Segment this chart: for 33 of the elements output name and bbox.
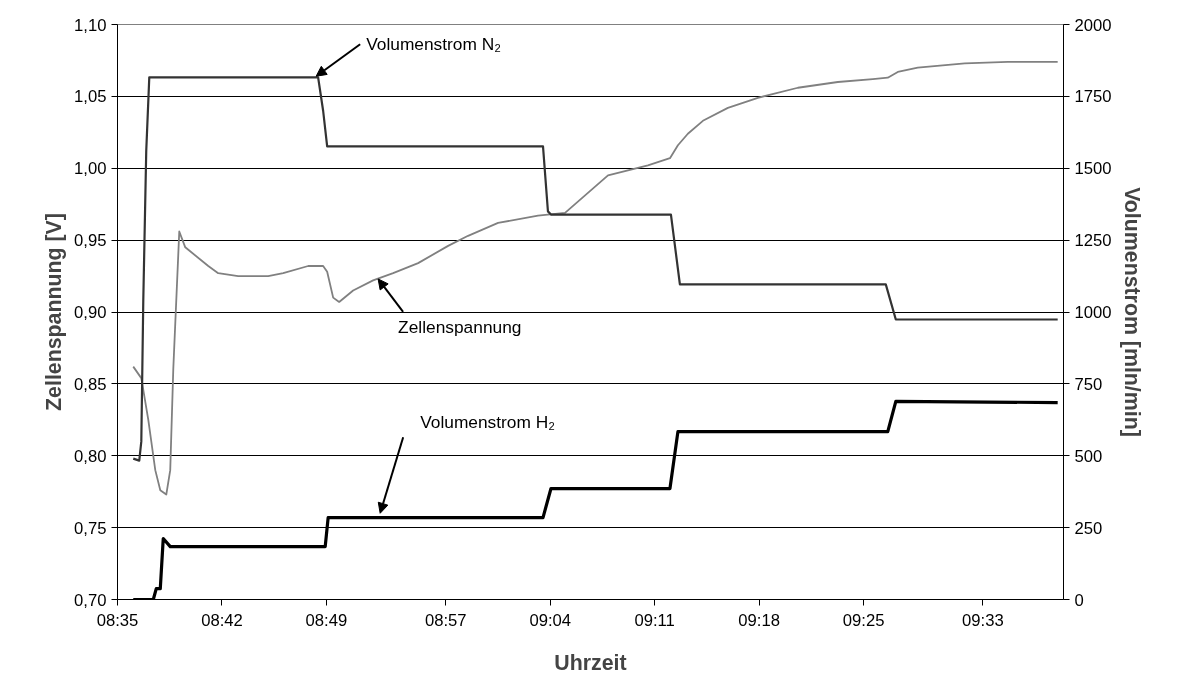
y2-tick-label: 2000 bbox=[1074, 15, 1112, 35]
x-tick-label: 08:42 bbox=[201, 610, 243, 630]
y-tick-label: 0,85 bbox=[74, 374, 107, 394]
x-tick-label: 08:57 bbox=[424, 610, 467, 630]
y2-tick-label: 1000 bbox=[1074, 303, 1112, 322]
y2-tick-label: 1250 bbox=[1074, 231, 1112, 251]
x-tick-label: 09:04 bbox=[529, 610, 572, 630]
y-tick-label: 1,05 bbox=[74, 87, 107, 107]
y2-tick-label: 1750 bbox=[1074, 87, 1112, 107]
annotation: Volumenstrom H₂ bbox=[420, 412, 555, 433]
x-tick-label: 08:35 bbox=[96, 610, 139, 630]
y-tick-label: 0,75 bbox=[74, 518, 107, 538]
x-tick-label: 09:18 bbox=[738, 610, 780, 630]
y-tick-label: 0,80 bbox=[74, 446, 107, 466]
y-axis-title: Zellenspannung [V] bbox=[42, 213, 67, 411]
y2-tick-label: 250 bbox=[1074, 518, 1103, 538]
y2-tick-label: 500 bbox=[1074, 446, 1103, 466]
x-tick-label: 08:49 bbox=[305, 610, 348, 630]
annotation: Zellenspannung bbox=[398, 316, 522, 337]
y-tick-label: 1,10 bbox=[74, 15, 107, 35]
y-tick-label: 0,70 bbox=[74, 590, 107, 610]
x-axis-title: Uhrzeit bbox=[554, 650, 627, 675]
x-tick-label: 09:11 bbox=[634, 610, 675, 630]
annotation: Volumenstrom N₂ bbox=[366, 34, 501, 55]
y2-tick-label: 750 bbox=[1074, 374, 1103, 394]
y-tick-label: 0,95 bbox=[74, 231, 107, 251]
y-tick-label: 0,90 bbox=[74, 303, 107, 322]
y2-axis-title: Volumenstrom [mln/min] bbox=[1119, 187, 1144, 437]
x-tick-label: 09:25 bbox=[842, 610, 885, 630]
y-tick-label: 1,00 bbox=[74, 159, 107, 179]
y2-tick-label: 1500 bbox=[1074, 159, 1112, 179]
x-tick-label: 09:33 bbox=[962, 610, 1004, 630]
y2-tick-label: 0 bbox=[1074, 590, 1084, 610]
